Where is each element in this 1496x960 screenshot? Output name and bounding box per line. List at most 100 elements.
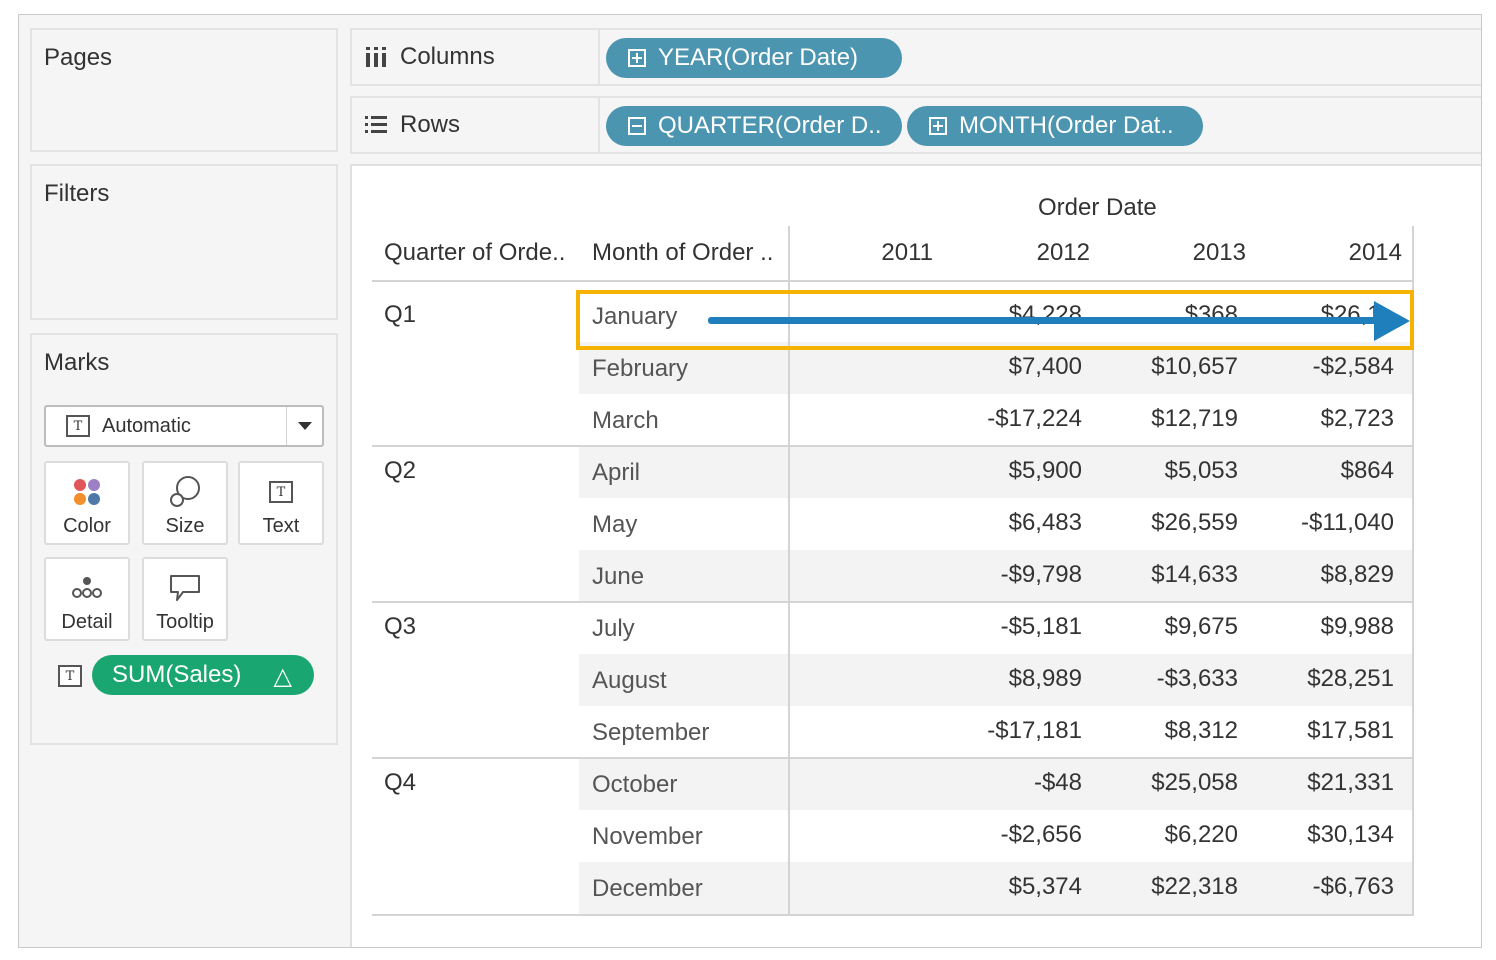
month-label[interactable]: July bbox=[592, 615, 635, 642]
sales-cell[interactable]: $7,400 bbox=[1008, 353, 1082, 380]
sales-cell[interactable]: -$5,181 bbox=[1000, 613, 1082, 640]
sales-cell[interactable]: -$6,763 bbox=[1312, 873, 1394, 900]
collapse-minus-icon[interactable] bbox=[628, 117, 646, 135]
row-band bbox=[579, 758, 1414, 810]
sales-cell[interactable]: $21,331 bbox=[1307, 769, 1394, 796]
sales-cell[interactable]: $5,374 bbox=[1008, 873, 1082, 900]
detail-button[interactable]: Detail bbox=[44, 557, 130, 641]
month-label[interactable]: June bbox=[592, 563, 645, 590]
sales-cell[interactable]: $5,053 bbox=[1164, 457, 1238, 484]
size-label: Size bbox=[165, 515, 205, 537]
quarter-label[interactable]: Q1 bbox=[384, 301, 417, 328]
sales-cell[interactable]: $6,483 bbox=[1008, 509, 1082, 536]
sales-cell[interactable]: $22,318 bbox=[1151, 873, 1238, 900]
january-row-highlight bbox=[576, 290, 1414, 350]
month-label[interactable]: November bbox=[592, 823, 703, 850]
sales-cell[interactable]: $10,657 bbox=[1151, 353, 1238, 380]
month-column-header[interactable]: Month of Order .. bbox=[592, 239, 774, 266]
sales-cell[interactable]: $5,900 bbox=[1008, 457, 1082, 484]
quarter-label[interactable]: Q4 bbox=[384, 769, 417, 796]
month-label[interactable]: April bbox=[592, 459, 641, 486]
sales-cell[interactable]: $30,134 bbox=[1307, 821, 1394, 848]
year-header[interactable]: 2011 bbox=[881, 239, 933, 266]
month-label[interactable]: October bbox=[592, 771, 678, 798]
tableau-workspace: Pages Filters Marks T Automatic Color bbox=[18, 14, 1482, 948]
quarter-order-date-pill[interactable]: QUARTER(Order D.. bbox=[606, 106, 902, 146]
month-label[interactable]: December bbox=[592, 875, 703, 902]
expand-plus-icon[interactable] bbox=[628, 49, 646, 67]
quarter-label[interactable]: Q2 bbox=[384, 457, 417, 484]
year-header[interactable]: 2012 bbox=[1036, 239, 1090, 266]
tooltip-label: Tooltip bbox=[156, 611, 214, 633]
sales-cell[interactable]: -$2,584 bbox=[1312, 353, 1394, 380]
sales-cell[interactable]: -$48 bbox=[1033, 769, 1082, 796]
sum-sales-label: SUM(Sales) bbox=[112, 661, 242, 688]
quarter-column-header[interactable]: Quarter of Orde.. bbox=[384, 239, 566, 266]
sales-cell[interactable]: $28,251 bbox=[1307, 665, 1394, 692]
row-band bbox=[579, 654, 1414, 706]
sales-cell[interactable]: $864 bbox=[1340, 457, 1394, 484]
delta-icon: △ bbox=[273, 663, 292, 690]
sum-sales-pill[interactable]: SUM(Sales) △ bbox=[92, 655, 314, 695]
text-label: Text bbox=[262, 515, 300, 537]
quarter-divider bbox=[372, 601, 1414, 603]
arrow-head-icon bbox=[1374, 301, 1410, 341]
sales-cell[interactable]: -$3,633 bbox=[1156, 665, 1238, 692]
crosstab-view[interactable]: Order Date Quarter of Orde.. Month of Or… bbox=[350, 164, 1481, 947]
chevron-down-icon[interactable] bbox=[286, 407, 322, 445]
text-icon: T bbox=[269, 475, 293, 509]
filters-title: Filters bbox=[44, 180, 110, 207]
sales-cell[interactable]: $17,581 bbox=[1307, 717, 1394, 744]
color-button[interactable]: Color bbox=[44, 461, 130, 545]
month-label[interactable]: March bbox=[592, 407, 659, 434]
sales-cell[interactable]: $2,723 bbox=[1320, 405, 1394, 432]
year-order-date-label: YEAR(Order Date) bbox=[658, 44, 859, 71]
expand-plus-icon[interactable] bbox=[929, 117, 947, 135]
sales-cell[interactable]: $8,989 bbox=[1008, 665, 1082, 692]
month-label[interactable]: February bbox=[592, 355, 689, 382]
sales-cell[interactable]: $9,675 bbox=[1164, 613, 1238, 640]
marks-card: Marks T Automatic Color bbox=[30, 333, 338, 745]
order-date-header: Order Date bbox=[1038, 194, 1157, 221]
rows-icon bbox=[365, 116, 387, 133]
sales-cell[interactable]: $12,719 bbox=[1151, 405, 1238, 432]
sales-cell[interactable]: $8,829 bbox=[1320, 561, 1394, 588]
sales-cell[interactable]: -$11,040 bbox=[1301, 509, 1394, 536]
pages-card[interactable]: Pages bbox=[30, 28, 338, 152]
size-button[interactable]: Size bbox=[142, 461, 228, 545]
sales-cell[interactable]: -$9,798 bbox=[1000, 561, 1082, 588]
year-header[interactable]: 2014 bbox=[1348, 239, 1402, 266]
tooltip-button[interactable]: Tooltip bbox=[142, 557, 228, 641]
sales-cell[interactable]: -$2,656 bbox=[1000, 821, 1082, 848]
sales-cell[interactable]: $14,633 bbox=[1151, 561, 1238, 588]
color-icon bbox=[71, 475, 103, 509]
columns-shelf[interactable]: Columns YEAR(Order Date) bbox=[350, 28, 1481, 86]
rows-label: Rows bbox=[400, 111, 461, 138]
month-label[interactable]: May bbox=[592, 511, 638, 538]
sales-cell[interactable]: $6,220 bbox=[1164, 821, 1238, 848]
sales-cell[interactable]: $26,559 bbox=[1151, 509, 1238, 536]
mark-type-dropdown[interactable]: T Automatic bbox=[44, 405, 324, 447]
year-order-date-pill[interactable]: YEAR(Order Date) bbox=[606, 38, 902, 78]
color-label: Color bbox=[63, 515, 111, 537]
sales-cell[interactable]: -$17,181 bbox=[987, 717, 1082, 744]
filters-card[interactable]: Filters bbox=[30, 164, 338, 320]
row-band bbox=[579, 446, 1414, 498]
month-label[interactable]: August bbox=[592, 667, 667, 694]
quarter-label[interactable]: Q3 bbox=[384, 613, 417, 640]
rows-shelf[interactable]: Rows QUARTER(Order D.. MONTH(Order Dat.. bbox=[350, 96, 1481, 154]
month-order-date-pill[interactable]: MONTH(Order Dat.. bbox=[907, 106, 1203, 146]
table-bottom-border bbox=[372, 914, 1414, 916]
row-band bbox=[579, 862, 1414, 914]
year-header[interactable]: 2013 bbox=[1192, 239, 1246, 266]
columns-icon bbox=[366, 47, 386, 67]
sales-cell[interactable]: $25,058 bbox=[1151, 769, 1238, 796]
month-label[interactable]: September bbox=[592, 719, 710, 746]
sales-cell[interactable]: $9,988 bbox=[1320, 613, 1394, 640]
detail-icon bbox=[70, 571, 104, 605]
text-button[interactable]: T Text bbox=[238, 461, 324, 545]
columns-shelf-label: Columns bbox=[352, 30, 600, 84]
sales-cell[interactable]: -$17,224 bbox=[987, 405, 1082, 432]
sales-cell[interactable]: $8,312 bbox=[1164, 717, 1238, 744]
month-label[interactable]: January bbox=[592, 303, 678, 330]
